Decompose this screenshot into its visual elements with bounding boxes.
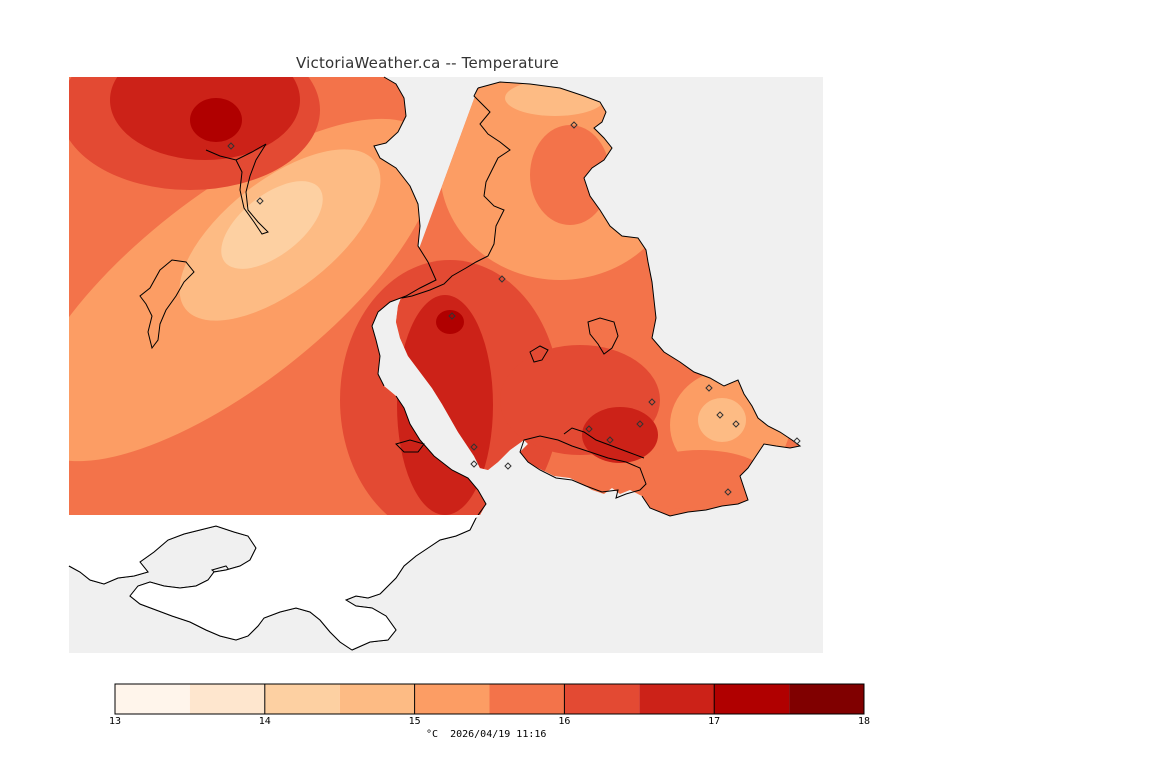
colorbar-tick-label: 15: [408, 716, 421, 727]
colorbar-tick-label: 17: [708, 716, 721, 727]
station-marker: [793, 437, 801, 445]
station-marker: [470, 460, 478, 468]
colorbar-bin: [264, 684, 340, 714]
colorbar-border: [114, 683, 865, 715]
station-marker: [448, 312, 456, 320]
station-marker: [724, 488, 732, 496]
colorbar-bin: [714, 684, 790, 714]
colorbar-tick-label: 18: [857, 716, 871, 727]
station-marker: [256, 197, 264, 205]
colorbar-bin: [489, 684, 565, 714]
station-marker: [716, 411, 724, 419]
station-marker: [606, 436, 614, 444]
colorbar-bin: [115, 684, 190, 714]
colorbar-bin: [414, 684, 490, 714]
station-marker: [570, 121, 578, 129]
station-marker: [705, 384, 713, 392]
colorbar-tick-label: 14: [258, 716, 271, 727]
colorbar-bin: [339, 684, 415, 714]
station-marker: [227, 142, 235, 150]
station-marker: [504, 462, 512, 470]
map-title: VictoriaWeather.ca -- Temperature: [296, 54, 559, 72]
station-markers: [227, 121, 801, 496]
station-marker: [470, 443, 478, 451]
southern-land: [69, 515, 480, 650]
colorbar-bin: [789, 684, 864, 714]
station-marker: [636, 420, 644, 428]
colorbar-bin: [564, 684, 640, 714]
station-marker: [732, 420, 740, 428]
colorbar: [114, 683, 865, 715]
station-marker: [498, 275, 506, 283]
colorbar-footer: °C 2026/04/19 11:16: [426, 729, 547, 740]
temperature-field: [69, 77, 800, 516]
colorbar-tick-label: 16: [558, 716, 571, 727]
colorbar-bin: [639, 684, 715, 714]
colorbar-tick-label: 13: [108, 716, 122, 727]
station-marker: [648, 398, 656, 406]
colorbar-bin: [189, 684, 265, 714]
station-marker: [585, 425, 593, 433]
